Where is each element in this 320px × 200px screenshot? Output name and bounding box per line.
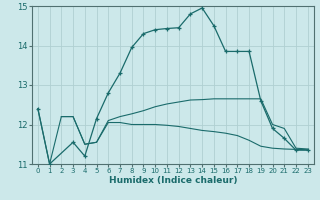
X-axis label: Humidex (Indice chaleur): Humidex (Indice chaleur) bbox=[108, 176, 237, 185]
